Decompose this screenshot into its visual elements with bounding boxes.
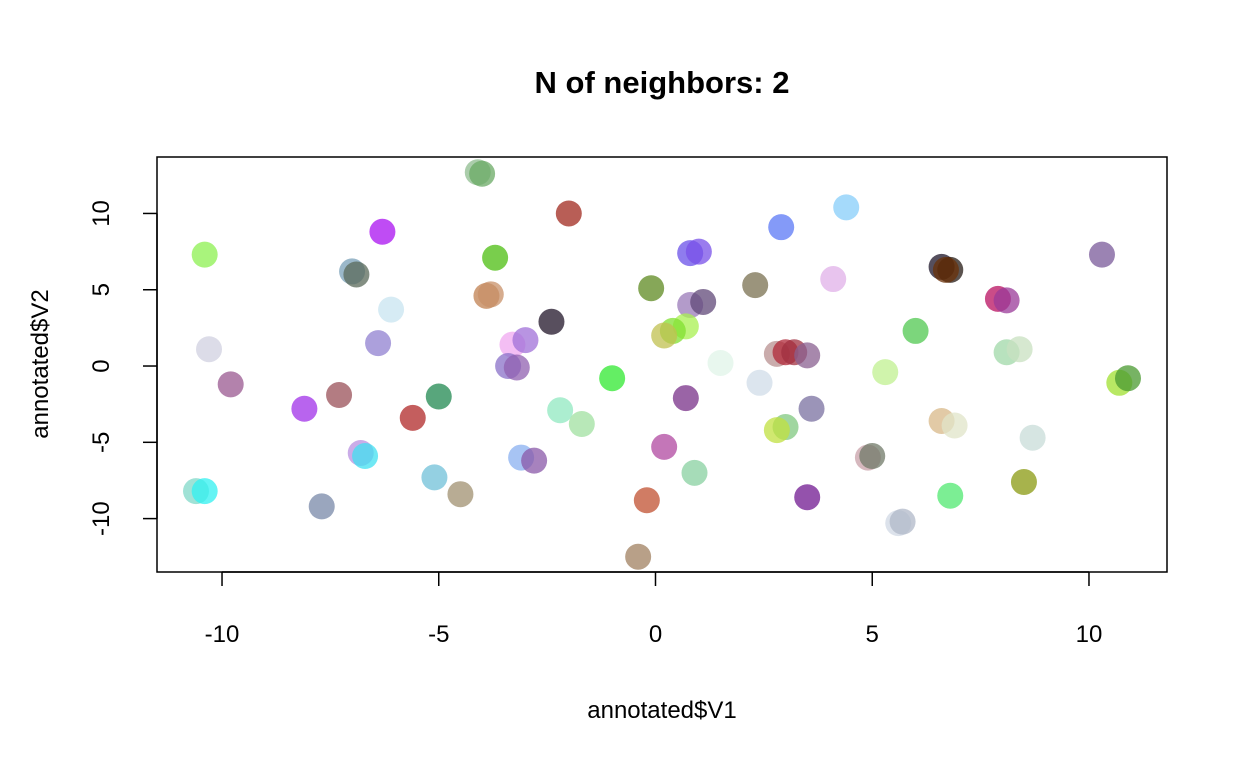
data-point-2	[555, 200, 582, 227]
data-point-56	[399, 404, 426, 431]
x-tick-label: -10	[205, 621, 240, 648]
x-tick-label: 10	[1076, 621, 1103, 648]
data-point-43	[503, 354, 530, 381]
data-point-41	[1006, 336, 1033, 363]
x-tick-label: -5	[428, 621, 449, 648]
data-point-12	[343, 261, 370, 288]
y-axis: -10 -5 0 5 10	[88, 200, 158, 536]
data-point-7	[482, 244, 509, 271]
data-point-30	[651, 322, 678, 349]
data-point-61	[763, 417, 790, 444]
data-point-65	[352, 443, 379, 470]
data-point-51	[425, 383, 452, 410]
data-point-27	[902, 317, 929, 344]
data-point-9	[685, 238, 712, 265]
data-point-62	[1019, 424, 1046, 451]
y-axis-label: annotated$V2	[27, 289, 54, 438]
data-point-23	[690, 288, 717, 315]
x-tick-label: 0	[649, 621, 662, 648]
data-point-50	[326, 382, 353, 409]
chart-title: N of neighbors: 2	[535, 65, 790, 100]
data-point-75	[447, 481, 474, 508]
data-point-15	[932, 256, 959, 283]
data-point-25	[993, 287, 1020, 314]
data-point-18	[638, 275, 665, 302]
data-point-58	[941, 412, 968, 439]
x-axis-label: annotated$V1	[587, 697, 736, 724]
data-point-3	[833, 194, 860, 221]
data-point-76	[937, 482, 964, 509]
data-point-46	[746, 369, 773, 396]
data-point-17	[742, 272, 769, 299]
data-point-71	[421, 464, 448, 491]
data-point-16	[820, 266, 847, 293]
data-point-39	[794, 342, 821, 369]
data-point-54	[547, 397, 574, 424]
data-point-74	[191, 478, 218, 505]
data-point-63	[651, 433, 678, 460]
data-point-35	[707, 349, 734, 376]
plot-area-frame	[156, 156, 1168, 573]
data-point-45	[599, 365, 626, 392]
data-point-78	[633, 487, 660, 514]
data-point-32	[512, 327, 539, 354]
data-point-69	[859, 443, 886, 470]
data-point-77	[794, 484, 821, 511]
y-tick-label: 10	[88, 200, 115, 227]
points-layer	[183, 159, 1141, 570]
data-point-49	[217, 371, 244, 398]
data-point-53	[291, 395, 318, 422]
data-point-20	[477, 281, 504, 308]
data-point-6	[191, 241, 218, 268]
data-point-72	[1010, 468, 1037, 495]
y-tick-label: -10	[88, 501, 115, 536]
data-point-34	[196, 336, 223, 363]
data-point-44	[872, 359, 899, 386]
data-point-52	[672, 385, 699, 412]
data-point-21	[378, 296, 405, 323]
y-tick-label: 0	[88, 359, 115, 372]
data-point-82	[625, 543, 652, 570]
y-tick-label: 5	[88, 283, 115, 296]
data-point-5	[369, 218, 396, 245]
x-axis: -10 -5 0 5 10	[205, 571, 1103, 648]
data-point-70	[681, 459, 708, 486]
data-point-1	[469, 160, 496, 187]
data-point-79	[308, 493, 335, 520]
data-point-81	[889, 508, 916, 535]
data-point-67	[521, 447, 548, 474]
data-point-59	[568, 411, 595, 438]
x-tick-label: 5	[866, 621, 879, 648]
data-point-4	[768, 214, 795, 241]
data-point-48	[1114, 365, 1141, 392]
data-point-55	[798, 395, 825, 422]
y-tick-label: -5	[88, 432, 115, 453]
data-point-10	[1088, 241, 1115, 268]
data-point-33	[365, 330, 392, 357]
data-point-26	[538, 308, 565, 335]
